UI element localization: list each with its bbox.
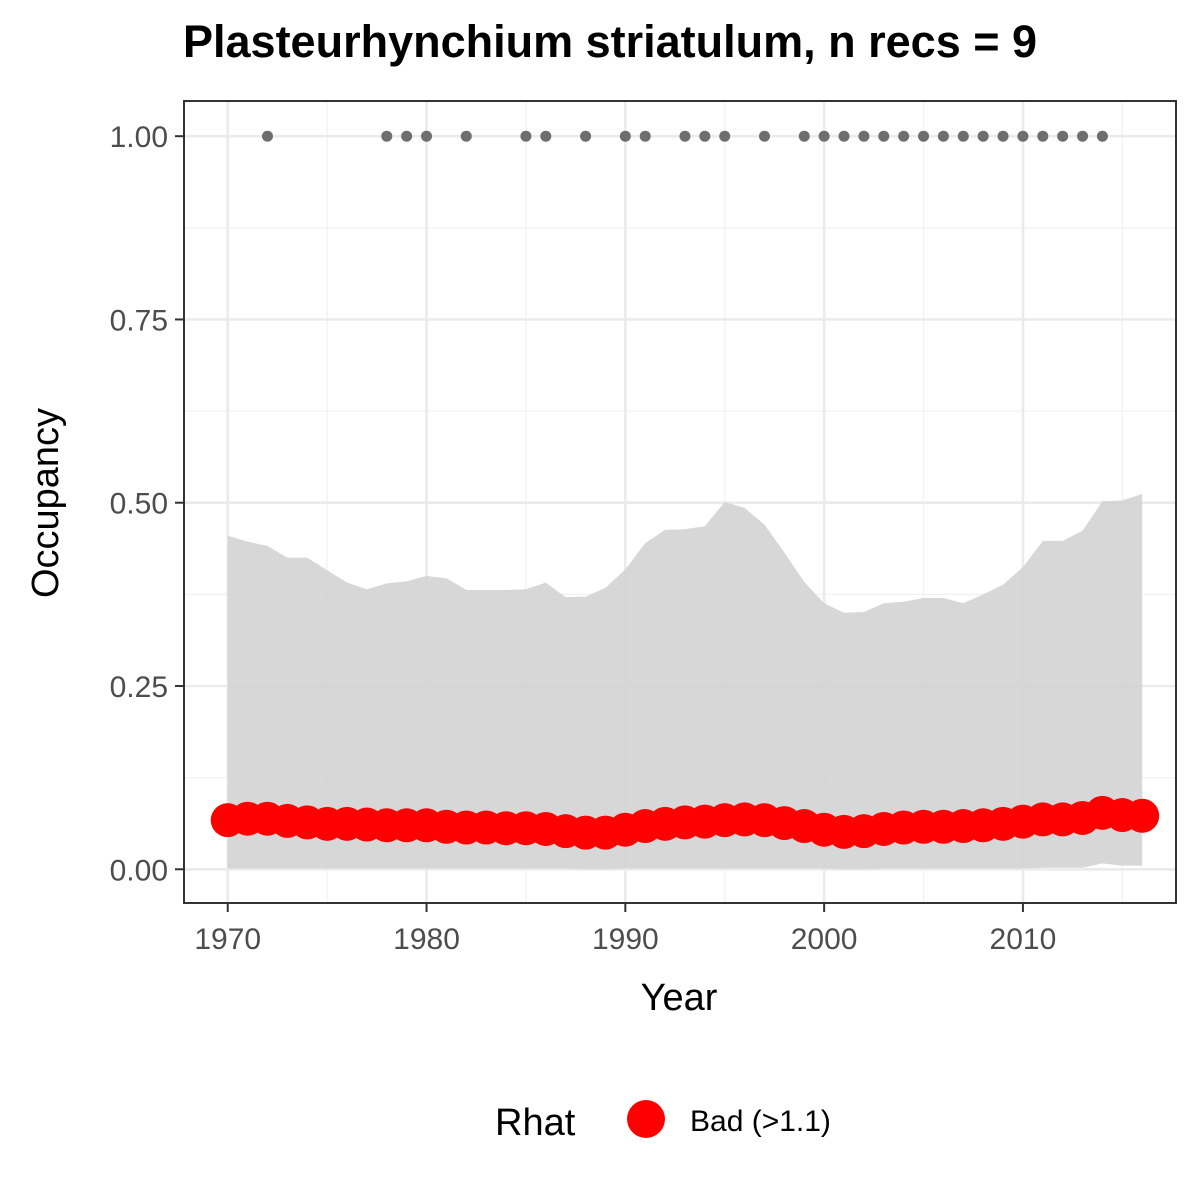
x-tick-label: 1970 [194, 923, 261, 956]
chart-title: Plasteurhynchium striatulum, n recs = 9 [183, 16, 1038, 67]
y-tick-label: 0.50 [110, 488, 168, 521]
record-point [520, 130, 532, 142]
y-axis-title: Occupancy [25, 408, 67, 598]
record-point [1037, 130, 1049, 142]
record-point [997, 130, 1009, 142]
legend-label-bad: Bad (>1.1) [690, 1105, 831, 1138]
x-tick-label: 1980 [393, 923, 460, 956]
y-tick-label: 1.00 [110, 121, 168, 154]
record-point [858, 130, 870, 142]
record-point [540, 130, 552, 142]
record-point [838, 130, 850, 142]
record-point [261, 130, 273, 142]
record-point [719, 130, 731, 142]
record-point [679, 130, 691, 142]
record-point [878, 130, 890, 142]
x-tick-label: 1990 [592, 923, 659, 956]
points-layer [210, 795, 1160, 850]
record-point [1017, 130, 1029, 142]
record-point [937, 130, 949, 142]
record-point [758, 130, 770, 142]
legend-title: Rhat [495, 1102, 576, 1144]
records-layer [261, 130, 1108, 142]
record-point [421, 130, 433, 142]
record-point [818, 130, 830, 142]
record-point [381, 130, 393, 142]
x-axis-title: Year [641, 977, 718, 1019]
legend: Rhat Bad (>1.1) [495, 1100, 831, 1144]
record-point [798, 130, 810, 142]
record-point [977, 130, 989, 142]
axis-layer: 1970 1980 1990 2000 2010 0.00 0.25 0.50 0.75 1.00 [110, 121, 1057, 956]
record-point [918, 130, 930, 142]
y-tick-label: 0.25 [110, 671, 168, 704]
record-point [580, 130, 592, 142]
record-point [460, 130, 472, 142]
record-point [957, 130, 969, 142]
ribbon-layer [227, 493, 1143, 870]
record-point [898, 130, 910, 142]
y-tick-label: 0.75 [110, 304, 168, 337]
legend-key-bad [627, 1100, 665, 1138]
y-tick-label: 0.00 [110, 854, 168, 887]
record-point [619, 130, 631, 142]
record-point [1096, 130, 1108, 142]
record-point [639, 130, 651, 142]
record-point [1077, 130, 1089, 142]
record-point [401, 130, 413, 142]
credible-interval-ribbon [227, 493, 1143, 870]
occupancy-point [1125, 798, 1160, 833]
x-tick-label: 2000 [791, 923, 858, 956]
record-point [699, 130, 711, 142]
record-point [1057, 130, 1069, 142]
x-tick-label: 2010 [990, 923, 1057, 956]
